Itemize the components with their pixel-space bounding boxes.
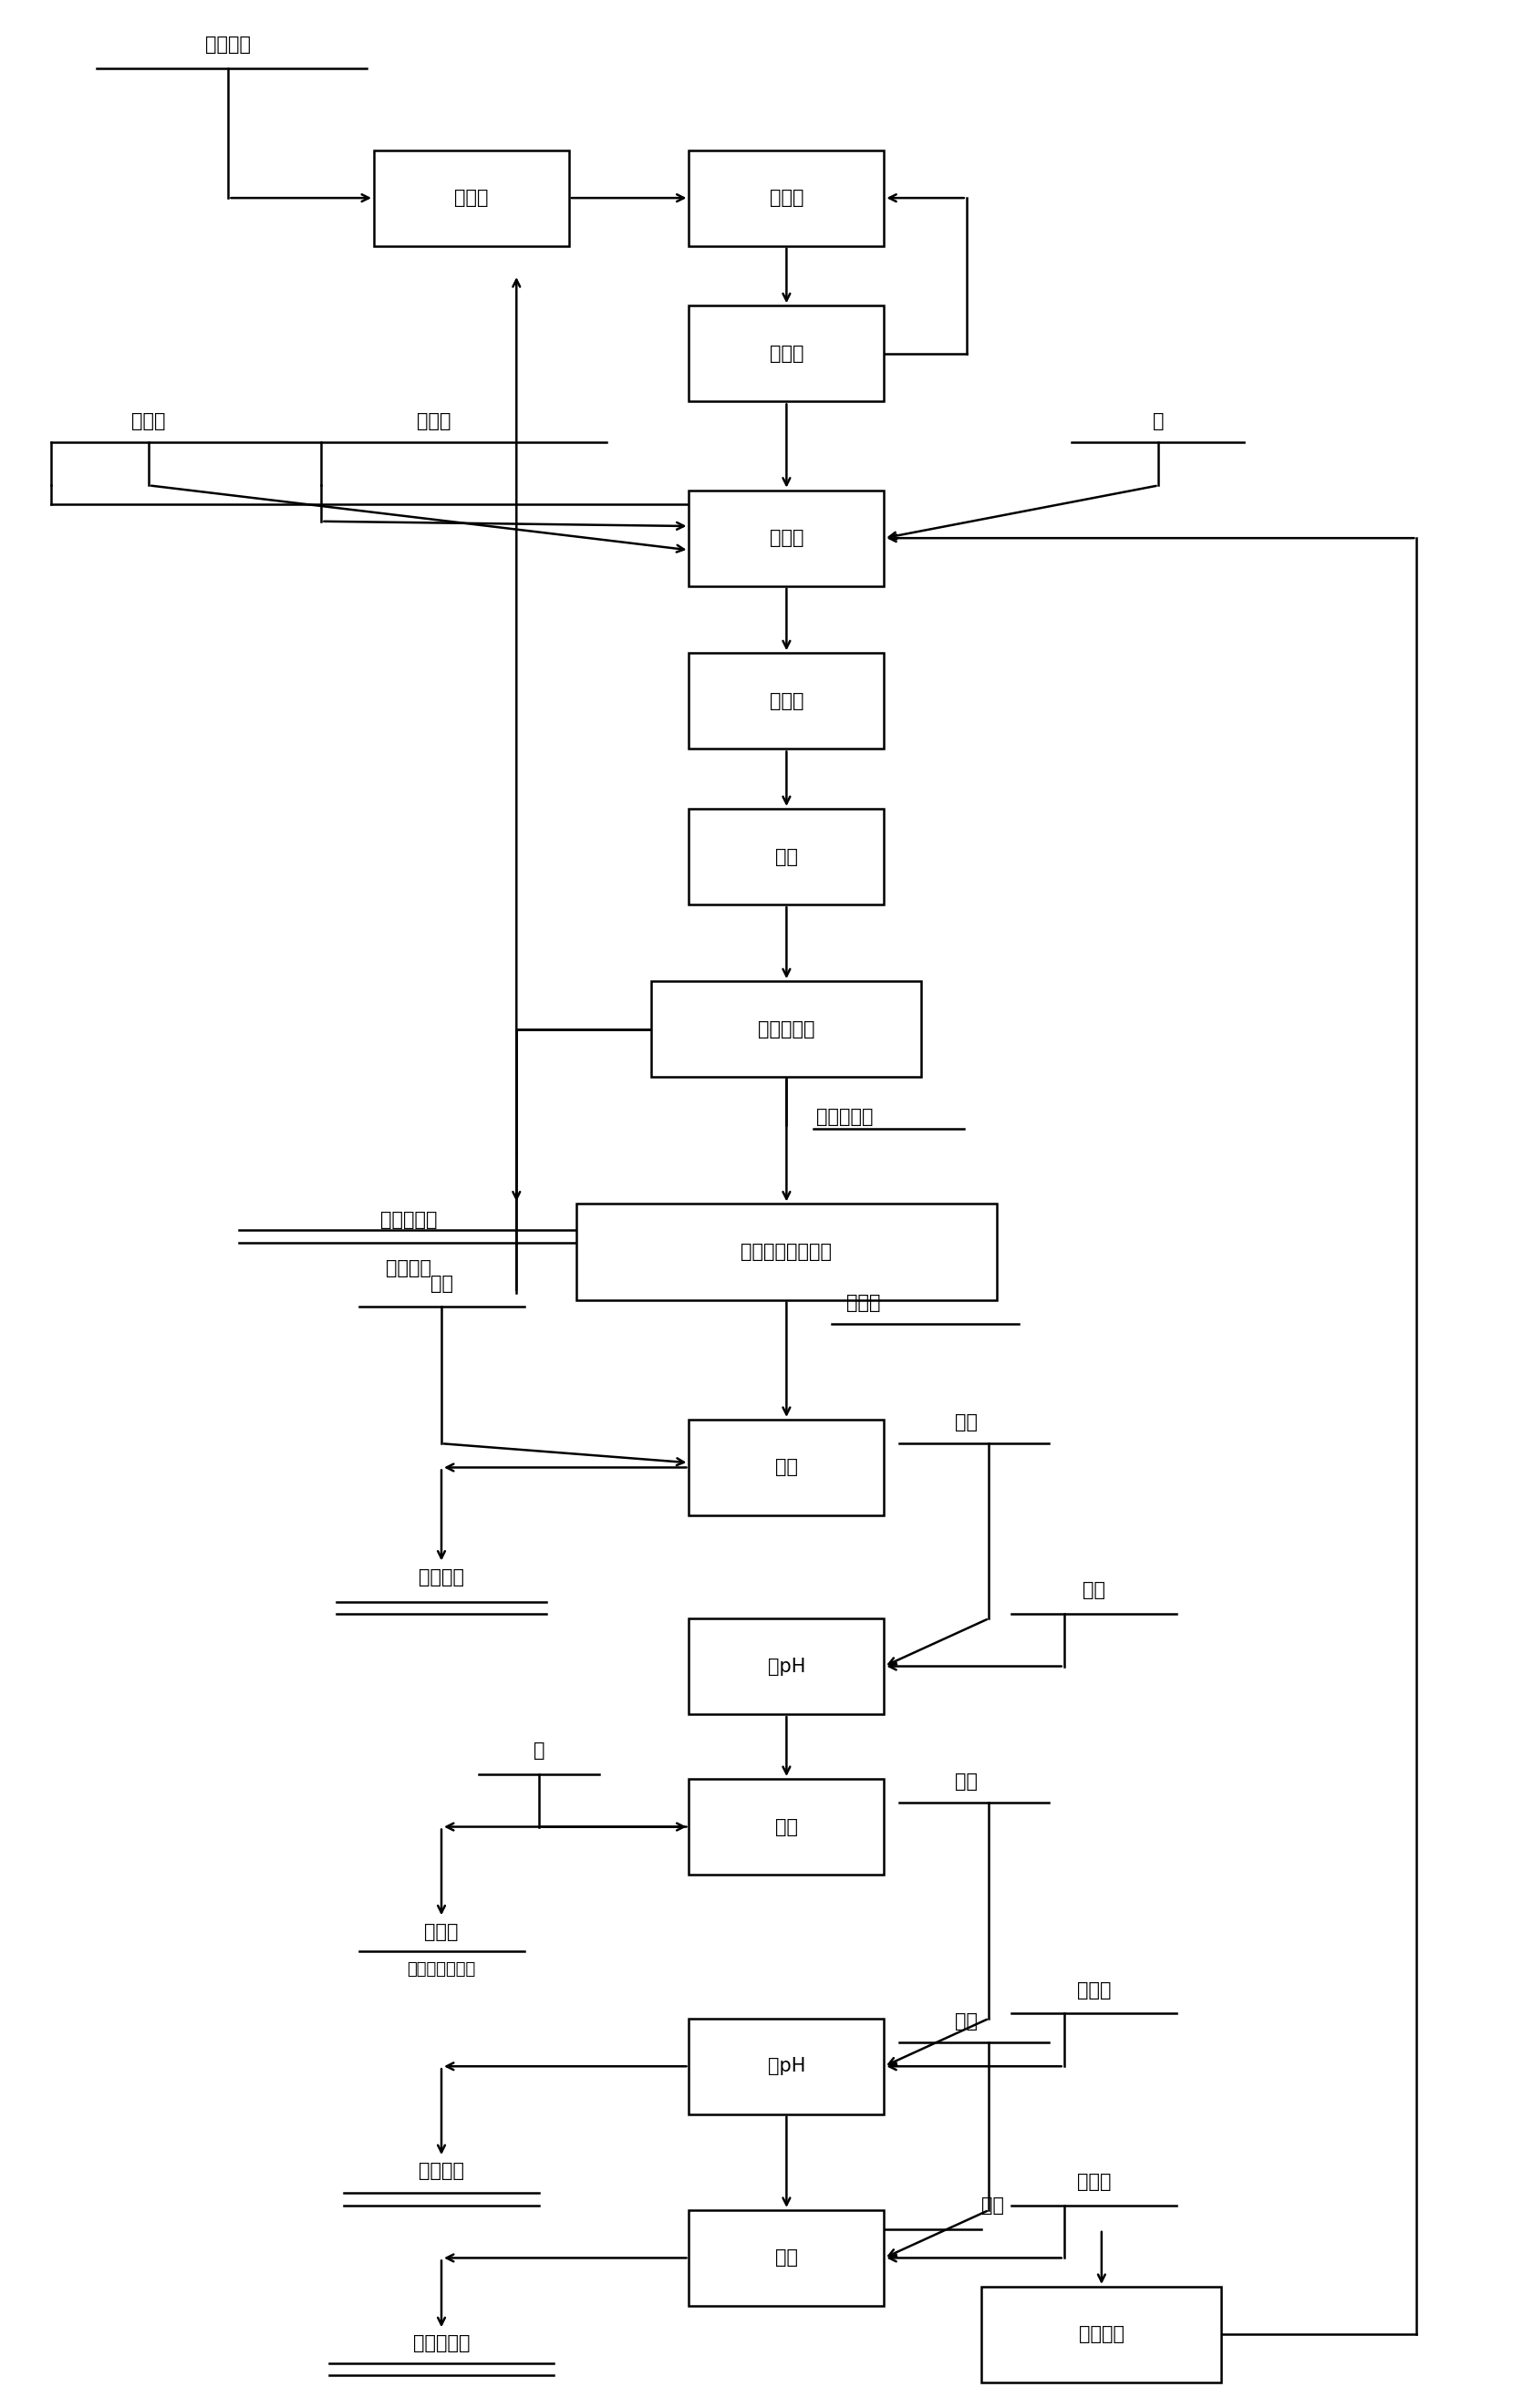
Bar (688, 2211, 884, 2307)
Text: 振动筛: 振动筛 (770, 344, 803, 364)
Text: 制粒机: 制粒机 (770, 691, 803, 710)
Text: 海绵金粉: 海绵金粉 (419, 1568, 464, 1587)
Text: 破碎机: 破碎机 (454, 188, 489, 207)
Text: 氯化物蒸气: 氯化物蒸气 (817, 1108, 873, 1125)
Bar (688, 809, 884, 905)
Text: 置换: 置换 (775, 1459, 797, 1476)
Text: 水: 水 (533, 1741, 545, 1760)
Bar (688, 1780, 884, 1876)
Text: 氨水: 氨水 (1083, 1582, 1106, 1599)
Bar (576, 1204, 997, 1300)
Text: 氯化挥发炉: 氯化挥发炉 (758, 1021, 816, 1038)
Text: 调pH: 调pH (767, 1657, 805, 1676)
Text: 石灰乳: 石灰乳 (1077, 2172, 1111, 2191)
Bar (982, 2288, 1221, 2382)
Text: 滤液: 滤液 (955, 1772, 977, 1792)
Text: 中和: 中和 (775, 2249, 797, 2266)
Bar (374, 149, 569, 246)
Bar (688, 1618, 884, 1714)
Text: 氯化钠: 氯化钠 (416, 412, 451, 431)
Bar (688, 491, 884, 585)
Bar (688, 306, 884, 402)
Bar (688, 149, 884, 246)
Text: 二氧化硒: 二氧化硒 (419, 2162, 464, 2179)
Text: 磨粉机: 磨粉机 (770, 188, 803, 207)
Text: 碱式碳酸锌: 碱式碳酸锌 (413, 2336, 471, 2353)
Text: 滤液: 滤液 (955, 1413, 977, 1433)
Text: 水解: 水解 (775, 1818, 797, 1835)
Text: 氯氧铋: 氯氧铋 (424, 1922, 458, 1941)
Text: 滤液: 滤液 (982, 2196, 1005, 2215)
Text: 两级烟气吸收装置: 两级烟气吸收装置 (741, 1243, 832, 1262)
Text: 碳酸钠: 碳酸钠 (1077, 1982, 1111, 1999)
Bar (652, 980, 921, 1076)
Text: 调pH: 调pH (767, 2056, 805, 2076)
Text: 混料机: 混料机 (770, 530, 803, 547)
Text: 铋粉: 铋粉 (430, 1274, 452, 1293)
Bar (688, 2018, 884, 2114)
Text: 滤液: 滤液 (955, 2013, 977, 2030)
Text: 含铋物料: 含铋物料 (206, 36, 251, 55)
Bar (688, 653, 884, 749)
Text: 烘筱: 烘筱 (775, 848, 797, 867)
Text: 蒸发浓缩: 蒸发浓缩 (1079, 2326, 1124, 2343)
Text: 富银氯化渣: 富银氯化渣 (380, 1211, 437, 1230)
Text: （提银）: （提银） (386, 1259, 431, 1276)
Text: （提铋深加工）: （提铋深加工） (407, 1960, 475, 1977)
Text: 回收液: 回收液 (846, 1293, 881, 1312)
Text: 水: 水 (1153, 412, 1165, 431)
Text: 氯化钙: 氯化钙 (132, 412, 166, 431)
Bar (688, 1421, 884, 1515)
